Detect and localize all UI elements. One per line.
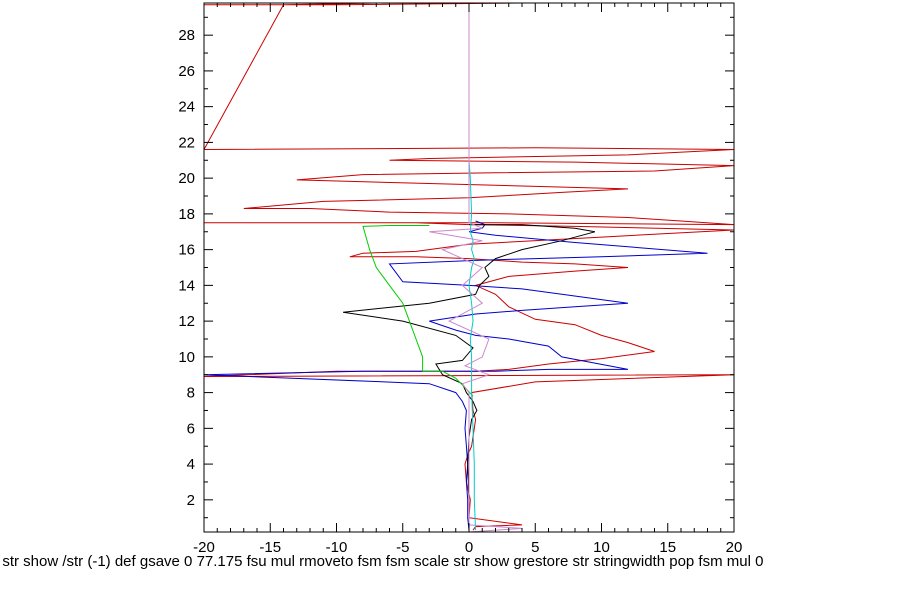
x-tick-label: -5 bbox=[396, 539, 409, 556]
x-tick-label: -10 bbox=[326, 539, 348, 556]
y-tick-label: 10 bbox=[178, 349, 195, 366]
series-layer bbox=[204, 3, 734, 532]
labels-layer: -20 -15 -10 -5 0 5 10 15 20246810121416182022242… bbox=[178, 27, 742, 556]
series-line-3 bbox=[343, 224, 596, 531]
y-tick-label: 24 bbox=[178, 99, 195, 116]
y-tick-label: 26 bbox=[178, 63, 195, 80]
x-tick-label: 15 bbox=[659, 539, 676, 556]
x-tick-label: -20 bbox=[193, 539, 215, 556]
series-line-2 bbox=[204, 220, 708, 531]
y-tick-label: 4 bbox=[187, 456, 195, 473]
y-tick-label: 22 bbox=[178, 134, 195, 151]
y-tick-label: 28 bbox=[178, 27, 195, 44]
y-tick-label: 16 bbox=[178, 242, 195, 259]
y-tick-label: 8 bbox=[187, 385, 195, 402]
x-tick-label: 0 bbox=[465, 539, 473, 556]
postscript-footer-text: f str show /str (-1) def gsave 0 77.175 … bbox=[0, 553, 900, 575]
y-tick-label: 12 bbox=[178, 313, 195, 330]
x-tick-label: 20 bbox=[726, 539, 743, 556]
x-tick-label: -15 bbox=[259, 539, 281, 556]
series-line-6 bbox=[429, 3, 523, 532]
ticks-layer bbox=[203, 3, 735, 532]
series-line-4 bbox=[362, 225, 474, 397]
y-tick-label: 18 bbox=[178, 206, 195, 223]
y-tick-label: 6 bbox=[187, 420, 195, 437]
y-tick-label: 2 bbox=[187, 492, 195, 509]
y-tick-label: 20 bbox=[178, 170, 195, 187]
series-line-1 bbox=[204, 3, 734, 531]
y-tick-label: 14 bbox=[178, 277, 195, 294]
x-tick-label: 5 bbox=[531, 539, 539, 556]
footer-text: f str show /str (-1) def gsave 0 77.175 … bbox=[0, 553, 764, 570]
x-tick-label: 10 bbox=[593, 539, 610, 556]
